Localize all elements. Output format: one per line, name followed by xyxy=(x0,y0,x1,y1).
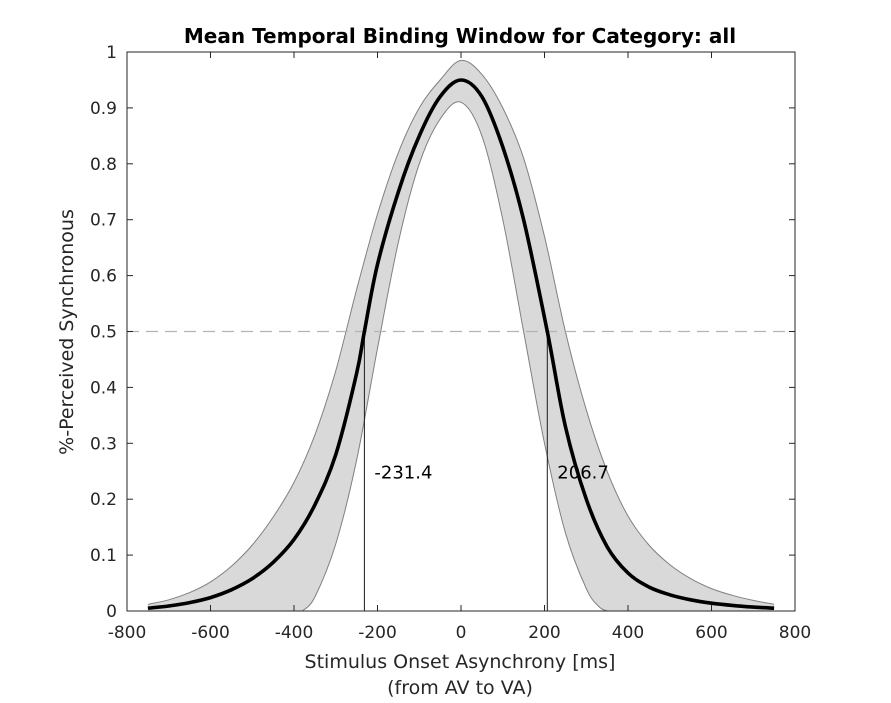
crossing-markers xyxy=(363,331,548,611)
y-tick-label: 0.9 xyxy=(90,99,117,119)
y-tick-label: 0 xyxy=(106,602,117,622)
y-tick-label: 0.1 xyxy=(90,546,117,566)
x-tick-label: 800 xyxy=(779,623,811,643)
mean-curve-group xyxy=(147,78,775,610)
x-tick-label: 600 xyxy=(695,623,727,643)
x-tick-label: -600 xyxy=(191,623,230,643)
x-tick-label: 200 xyxy=(528,623,560,643)
x-tick-label: 400 xyxy=(612,623,644,643)
y-tick-label: 0.4 xyxy=(90,378,117,398)
y-tick-label: 0.2 xyxy=(90,490,117,510)
y-axis-ticks: 0 0.1 0.2 0.3 0.4 0.5 0.6 0.7 0.8 0.9 1 xyxy=(90,43,795,622)
confidence-band xyxy=(147,59,775,612)
x-axis-sublabel: (from AV to VA) xyxy=(387,677,533,699)
y-tick-label: 0.3 xyxy=(90,434,117,454)
x-tick-label: -800 xyxy=(108,623,147,643)
crossing-value-label: 206.7 xyxy=(557,462,609,483)
crossing-value-label: -231.4 xyxy=(374,462,432,483)
y-axis-label: %-Perceived Synchronous xyxy=(56,209,78,455)
lower-bound-line xyxy=(302,101,608,612)
x-tick-label: -200 xyxy=(358,623,397,643)
x-tick-label: -400 xyxy=(275,623,314,643)
chart-title: Mean Temporal Binding Window for Categor… xyxy=(184,24,736,48)
x-axis-ticks: -800 -600 -400 -200 0 200 400 600 800 xyxy=(108,52,811,643)
upper-bound-line xyxy=(147,59,775,605)
x-axis-label: Stimulus Onset Asynchrony [ms] xyxy=(305,651,616,673)
y-tick-label: 1 xyxy=(106,43,117,63)
y-tick-label: 0.6 xyxy=(90,267,117,287)
y-tick-label: 0.5 xyxy=(90,323,117,343)
annotation-labels: -231.4 206.7 xyxy=(374,462,608,483)
mean-curve xyxy=(147,78,775,610)
confidence-band-fill xyxy=(147,60,775,611)
y-tick-label: 0.7 xyxy=(90,211,117,231)
y-tick-label: 0.8 xyxy=(90,155,117,175)
x-tick-label: 0 xyxy=(456,623,467,643)
